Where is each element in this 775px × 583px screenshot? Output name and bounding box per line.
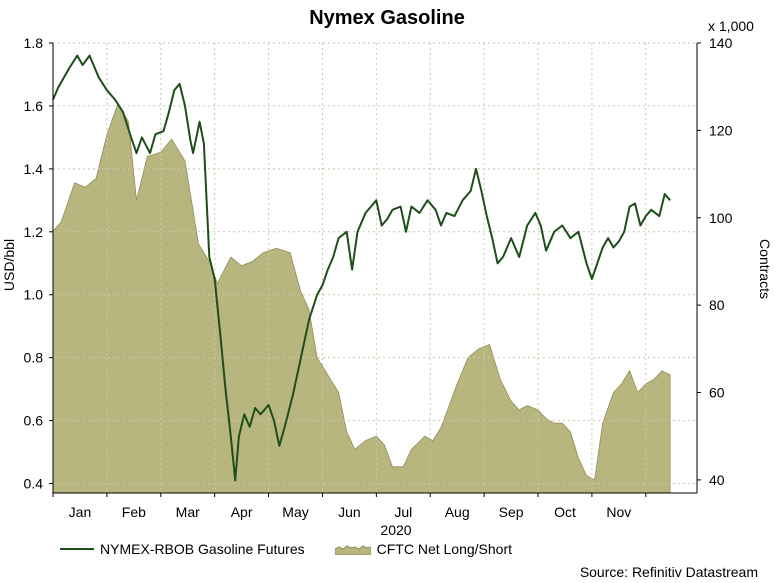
source-note: Source: Refinitiv Datastream [579,564,758,580]
x-tick-label: Feb [122,504,146,520]
y-tick-label: 1.4 [24,161,44,177]
y2-axis-multiplier: x 1,000 [708,18,754,34]
y-tick-label: 1.2 [24,224,44,240]
x-axis-label: 2020 [380,522,411,538]
legend-item-cftc: CFTC Net Long/Short [334,541,513,557]
y2-tick-label: 100 [709,210,733,226]
y-tick-label: 0.6 [24,413,44,429]
x-tick-label: Oct [554,504,576,520]
x-tick-label: Nov [606,504,631,520]
cftc-net-area [52,103,671,494]
y-tick-label: 0.4 [24,476,44,492]
legend-label-gasoline: NYMEX-RBOB Gasoline Futures [100,541,305,557]
y2-tick-label: 60 [709,385,725,401]
legend: NYMEX-RBOB Gasoline Futures CFTC Net Lon… [60,541,542,557]
y2-tick-label: 140 [709,35,733,51]
y-tick-label: 1.6 [24,98,44,114]
legend-swatch-area [334,545,371,555]
y-tick-label: 0.8 [24,350,44,366]
y2-tick-label: 120 [709,122,733,138]
y2-axis-label: Contracts [757,239,773,299]
y-tick-label: 1.8 [24,35,44,51]
legend-label-cftc: CFTC Net Long/Short [376,541,513,557]
legend-item-gasoline: NYMEX-RBOB Gasoline Futures [60,541,305,557]
x-tick-label: Jun [338,504,361,520]
x-tick-label: May [282,504,308,520]
y2-tick-label: 40 [709,472,725,488]
x-tick-label: Jul [394,504,412,520]
y-tick-label: 1.0 [24,287,44,303]
x-tick-label: Sep [499,504,524,520]
plot-area: 1.8 1.6 1.4 1.2 1.0 0.8 0.6 0.4 140 120 100 80 60 40 J… [24,35,733,520]
legend-swatch-line [60,548,94,550]
x-tick-label: Aug [445,504,470,520]
chart-title: Nymex Gasoline [309,7,465,29]
gasoline-futures-line [52,54,671,482]
x-tick-label: Mar [176,504,200,520]
x-tick-label: Apr [231,504,253,520]
x-tick-label: Jan [69,504,92,520]
y-axis-label: USD/bbl [1,239,17,291]
y2-tick-label: 80 [709,297,725,313]
